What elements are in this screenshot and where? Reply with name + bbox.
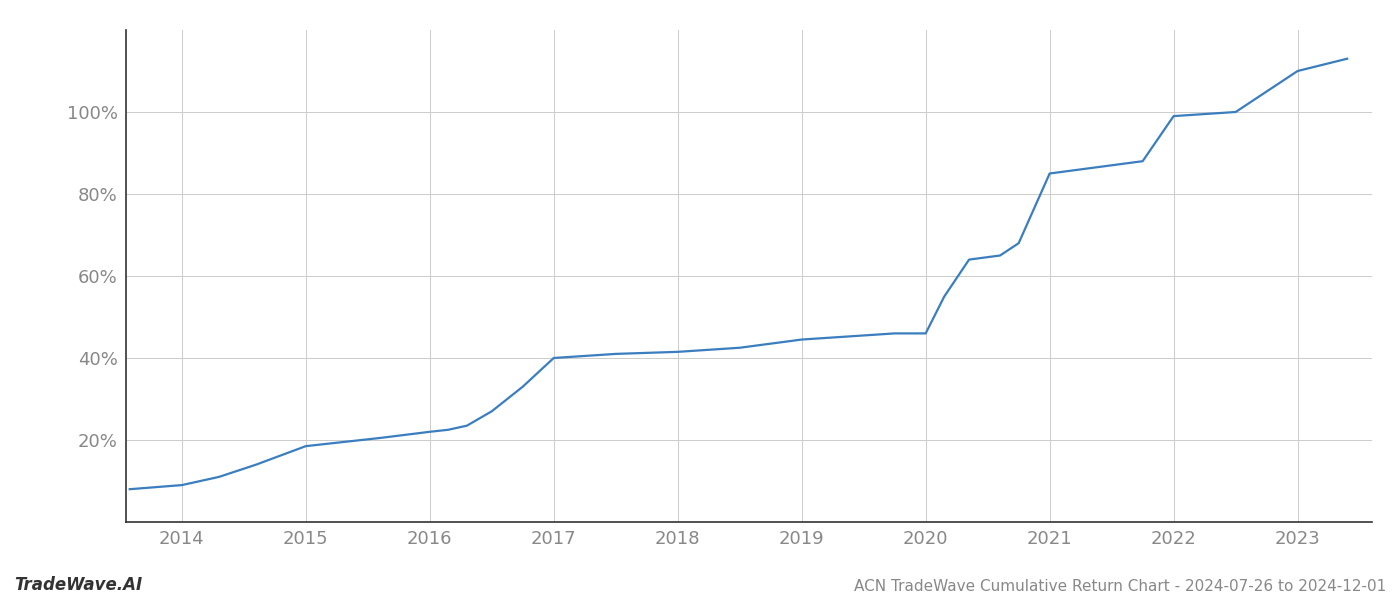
Text: TradeWave.AI: TradeWave.AI: [14, 576, 143, 594]
Text: ACN TradeWave Cumulative Return Chart - 2024-07-26 to 2024-12-01: ACN TradeWave Cumulative Return Chart - …: [854, 579, 1386, 594]
